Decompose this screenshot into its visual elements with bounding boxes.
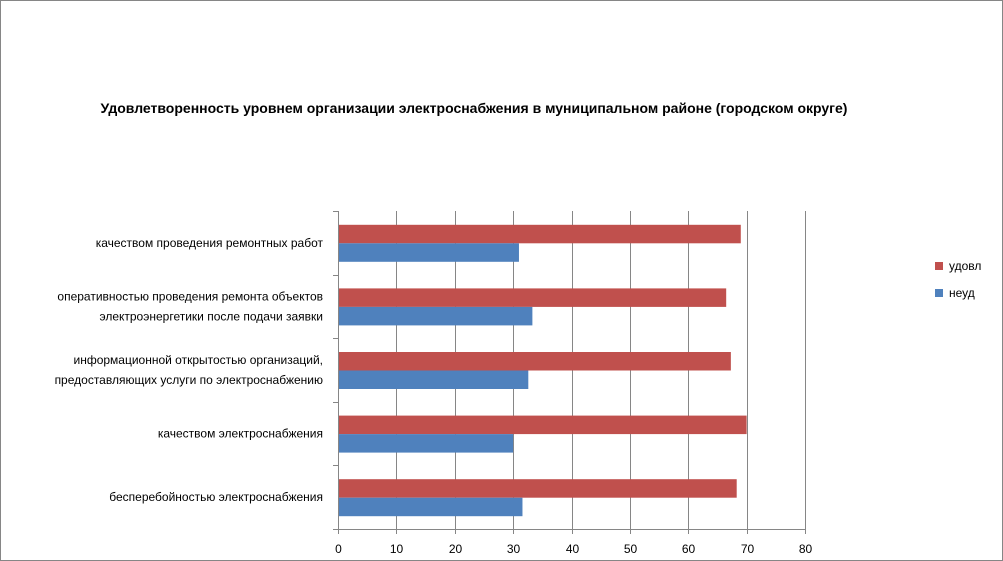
x-tick-label: 20 <box>449 542 463 556</box>
legend-swatch <box>935 262 943 270</box>
category-label: электроэнергетики после подачи заявки <box>99 309 323 323</box>
x-tick-labels: 0 10 20 30 40 50 60 70 80 <box>335 542 812 556</box>
x-tick-label: 0 <box>335 542 342 556</box>
x-tick-label: 70 <box>741 542 755 556</box>
legend-label: неуд <box>949 286 975 300</box>
bar-neud <box>339 434 514 453</box>
x-tick-label: 60 <box>682 542 696 556</box>
bar-udovl <box>339 479 737 498</box>
category-label: качеством электроснабжения <box>158 427 323 441</box>
category-label: бесперебойностью электроснабжения <box>109 490 323 504</box>
legend-swatch <box>935 289 943 297</box>
axes <box>333 211 806 534</box>
legend: удовл неуд <box>935 259 981 300</box>
x-tick-label: 10 <box>390 542 404 556</box>
bar-neud <box>339 243 519 262</box>
bars <box>339 224 747 517</box>
bar-udovl <box>339 415 747 435</box>
category-label: информационной открытостью организаций, <box>73 353 323 367</box>
x-tick-label: 50 <box>624 542 638 556</box>
legend-label: удовл <box>949 259 981 273</box>
x-tick-label: 30 <box>507 542 521 556</box>
bar-udovl <box>339 352 731 371</box>
bar-udovl <box>339 224 741 244</box>
x-tick-label: 40 <box>566 542 580 556</box>
category-label: качеством проведения ремонтных работ <box>96 236 324 250</box>
category-label: предоставляющих услуги по электроснабжен… <box>55 373 323 387</box>
bar-neud <box>339 497 523 517</box>
chart-title: Удовлетворенность уровнем организации эл… <box>101 100 848 116</box>
bar-udovl <box>339 288 727 307</box>
x-tick-label: 80 <box>799 542 813 556</box>
bar-neud <box>339 370 529 389</box>
bar-neud <box>339 306 533 326</box>
category-labels: качеством проведения ремонтных работ опер… <box>55 236 324 504</box>
category-label: оперативностью проведения ремонта объект… <box>57 289 323 303</box>
